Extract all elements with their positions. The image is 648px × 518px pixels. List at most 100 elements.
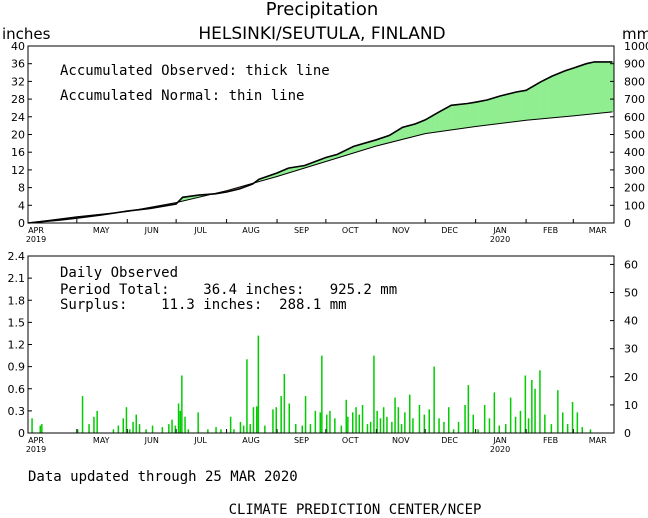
accumulated-diff-segment [454,104,457,130]
daily-bar [576,412,579,433]
accumulated-diff-segment [608,61,611,113]
daily-bar [125,407,128,433]
x-year-label: 2020 [490,445,510,454]
accumulated-diff-segment [411,124,414,138]
accumulated-diff-segment [460,103,463,129]
accumulated-diff-segment [438,111,441,133]
y-tick-label: 32 [11,75,25,88]
accumulated-diff-segment [566,69,569,117]
accumulated-diff-segment [423,119,426,135]
daily-bar [112,429,115,433]
footer-credit: CLIMATE PREDICTION CENTER/NCEP [229,502,482,518]
accumulated-diff-segment [558,72,561,118]
accumulated-diff-segment [442,108,445,132]
accumulated-diff-segment [483,100,486,126]
accumulated-diff-segment [504,94,507,124]
daily-bar [168,424,170,433]
accumulated-diff-segment [602,61,605,114]
daily-bar [539,370,541,433]
y-right-tick-label: 1000 [624,40,648,53]
surplus-text: Surplus: 11.3 inches: 288.1 mm [60,297,347,313]
daily-bar [382,407,385,433]
accumulated-diff-segment [574,66,577,116]
daily-bar [457,421,460,433]
accumulated-diff-segment [459,104,462,130]
accumulated-diff-segment [498,95,501,124]
accumulated-diff-segment [503,94,506,124]
daily-bar [386,416,388,433]
y-tick-label: 2.4 [8,250,26,263]
accumulated-diff-segment [560,71,563,118]
accumulated-diff-segment [517,91,520,122]
daily-bar [505,424,507,433]
daily-bar [252,407,255,433]
accumulated-diff-segment [509,92,512,123]
accumulated-diff-segment [542,79,545,120]
daily-bar [207,429,209,433]
daily-bar [88,424,90,433]
daily-bar [301,425,303,433]
y-right-tick-label: 700 [624,93,645,106]
footer-updated: Data updated through 25 MAR 2020 [28,469,298,485]
accumulated-diff-segment [486,99,489,126]
accumulated-diff-segment [444,107,447,132]
accumulated-diff-segment [550,75,553,119]
accumulated-diff-segment [584,63,587,115]
x-month-label: JAN [492,436,507,445]
accumulated-panel: 0481216202428323640010020030040050060070… [11,40,648,244]
daily-bar [467,385,470,433]
daily-bar [233,429,235,433]
y-right-tick-label: 40 [624,315,638,328]
accumulated-diff-segment [576,66,579,116]
x-month-label: AUG [242,226,260,235]
period-total-text: Period Total: 36.4 inches: 925.2 mm [60,282,397,298]
accumulated-diff-segment [555,73,558,118]
daily-bar [280,396,282,433]
daily-bar [93,416,95,433]
daily-bar [550,424,553,433]
accumulated-diff-segment [607,61,610,113]
daily-bar [443,421,445,433]
daily-bar [524,375,527,433]
observed-line [27,61,613,224]
accumulated-diff-segment [408,124,411,139]
y-tick-label: 0.9 [8,361,26,374]
accumulated-diff-segment [525,88,528,121]
daily-bar [379,418,382,434]
accumulated-diff-segment [449,104,452,131]
observed-legend-text: Accumulated Observed: thick line [60,63,330,79]
daily-bar [423,414,426,433]
y-right-tick-label: 900 [624,58,645,71]
x-month-label: MAR [589,436,607,445]
daily-bar [562,412,564,433]
accumulated-diff-segment [451,104,454,131]
accumulated-diff-segment [595,61,598,114]
accumulated-diff-segment [403,126,406,140]
accumulated-diff-segment [538,81,541,120]
y-right-tick-label: 600 [624,111,645,124]
accumulated-diff-segment [477,101,480,127]
daily-bar [304,396,307,433]
accumulated-diff-segment [537,82,540,120]
accumulated-diff-segment [434,112,437,133]
accumulated-diff-segment [475,101,478,127]
accumulated-diff-segment [428,116,431,134]
accumulated-diff-segment [424,118,428,134]
daily-bar [239,421,242,433]
accumulated-diff-segment [543,79,546,119]
daily-bar [448,407,450,433]
daily-bar [177,403,180,433]
daily-bar [509,397,512,433]
x-month-label: JAN [492,226,507,235]
accumulated-diff-segment [465,103,468,129]
accumulated-diff-segment [571,67,574,117]
y-right-tick-label: 0 [624,217,631,230]
accumulated-diff-segment [600,61,603,114]
x-month-label: NOV [392,436,410,445]
accumulated-diff-segment [548,76,551,119]
daily-bars-layer [31,335,592,434]
daily-bar [397,407,400,433]
x-month-label: DEC [441,226,458,235]
daily-title-text: Daily Observed [60,265,178,281]
